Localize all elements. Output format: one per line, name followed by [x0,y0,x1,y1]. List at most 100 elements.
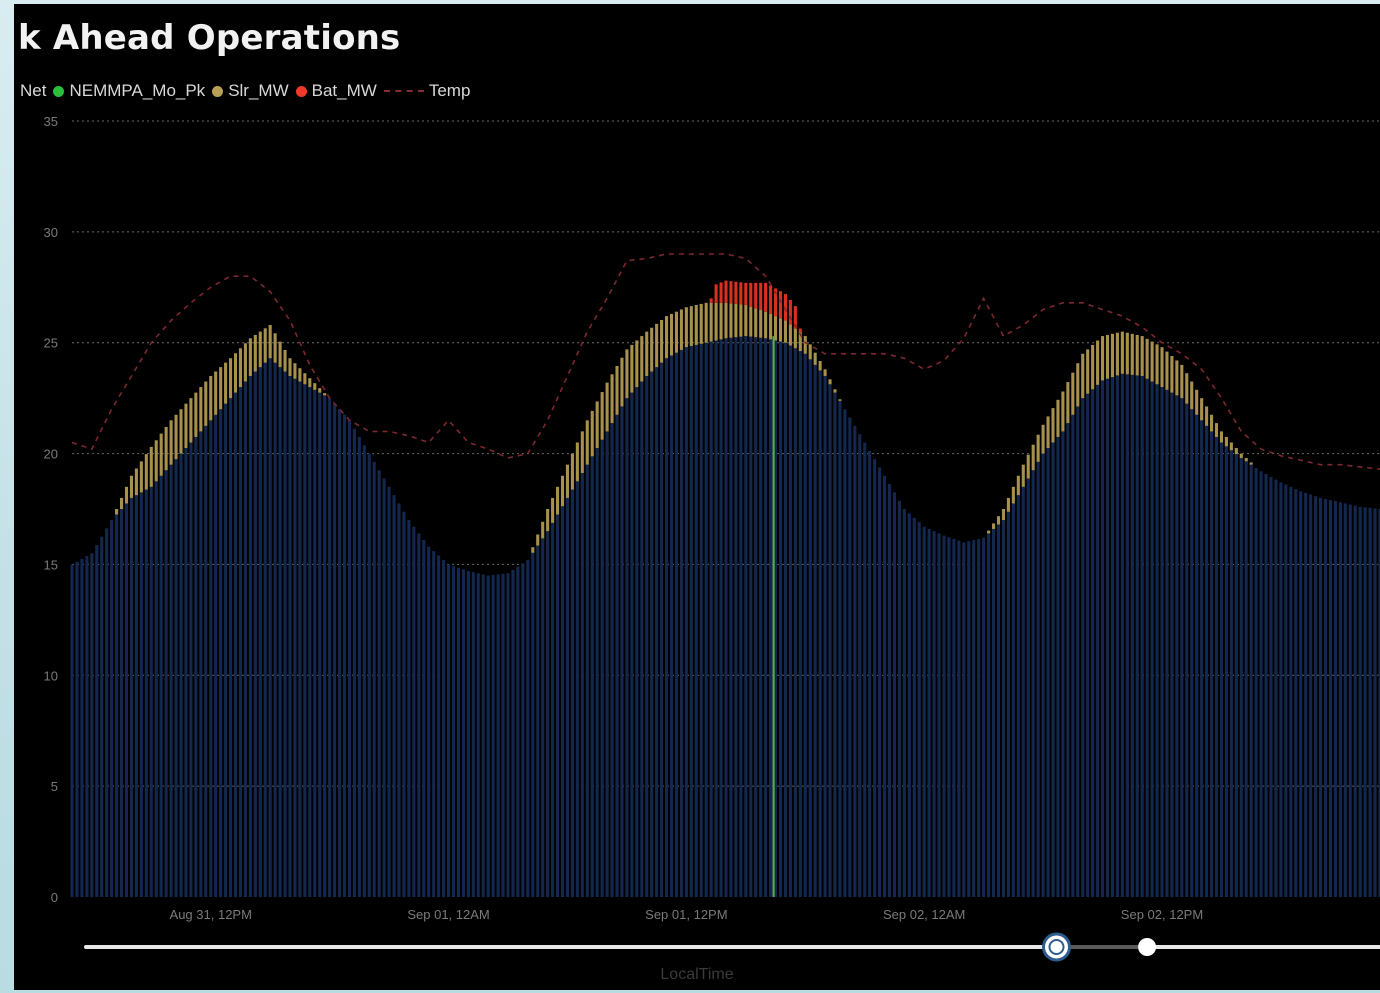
solar-bar [1091,344,1095,390]
net-bar [1269,476,1273,897]
net-bar [887,484,892,897]
net-bar [179,453,183,897]
net-bar [1076,406,1080,897]
solar-bar [590,410,594,457]
solar-bar [1210,414,1214,432]
net-bar [263,362,267,897]
net-bar [580,472,584,897]
solar-bar [724,302,728,339]
solar-bar [575,442,579,482]
battery-bar [764,282,768,312]
solar-bar [694,305,698,345]
solar-bar [551,497,555,523]
net-bar [159,475,163,897]
net-bar [937,533,941,897]
solar-bar [635,340,639,388]
net-bar [1041,453,1045,897]
net-bar [808,359,812,897]
solar-bar [1175,360,1179,396]
net-bar [793,348,797,897]
net-bar [570,489,574,897]
solar-bar [580,431,584,473]
solar-bar [179,409,183,454]
net-bar [1165,389,1169,897]
net-bar [1140,375,1144,897]
x-tick-label: Sep 01, 12PM [645,907,727,922]
net-bar [1200,420,1204,897]
net-bar [1259,471,1263,897]
net-bar [442,559,446,897]
net-bar [526,559,530,897]
net-bar [372,461,376,897]
solar-bar [303,373,307,385]
legend-item-nemmpa-mo-pk[interactable]: NEMMPA_Mo_Pk [53,81,205,101]
net-bar [952,538,956,897]
solar-bar [1086,349,1090,394]
net-bar [803,353,807,897]
battery-bar [778,291,783,319]
solar-bar [124,486,129,504]
x-axis-title: LocalTime [660,966,734,983]
solar-bar [615,365,619,415]
net-bar [471,572,475,897]
net-bar [1284,484,1288,897]
net-bar [323,395,327,897]
net-bar [90,553,94,897]
solar-bar [1214,423,1219,437]
net-bar [129,497,133,897]
net-bar [1338,502,1342,897]
net-bar [486,575,490,897]
net-bar [650,371,654,898]
net-bar [679,349,683,897]
net-bar [1264,474,1268,897]
net-bar [253,371,257,898]
solar-bar [154,440,158,482]
solar-bar [764,311,768,339]
legend-item-bat-mw[interactable]: Bat_MW [295,81,377,101]
net-bar [501,573,505,897]
solar-bar [169,420,173,465]
net-bar [258,367,262,897]
solar-bar [115,509,119,515]
net-bar [357,436,361,897]
solar-bar [1150,341,1154,382]
net-bar [1234,454,1238,897]
net-bar [382,478,386,897]
solar-bar [793,328,797,349]
battery-bar [714,284,718,303]
net-bar [80,558,84,897]
solar-bar [813,352,817,365]
solar-bar [209,375,213,421]
net-bar [1195,414,1199,897]
solar-bar [174,414,178,460]
legend-item-slr-mw[interactable]: Slr_MW [212,81,289,101]
solar-bar [283,349,287,372]
net-bar [922,526,926,897]
net-bar [169,464,173,897]
net-bar [1160,387,1164,897]
legend-item-temp[interactable]: Temp [383,81,470,101]
battery-bar [788,300,792,325]
solar-bar [655,323,659,368]
solar-bar [1160,347,1164,388]
solar-bar [1071,372,1075,415]
net-bar [858,434,862,897]
net-bar [1135,375,1139,898]
net-bar [1304,492,1308,897]
net-bar [1274,479,1278,897]
net-bar [447,564,451,897]
net-bar [764,338,768,897]
slider-end-handle[interactable] [1138,938,1157,956]
legend-item-net[interactable]: Net [20,81,46,101]
solar-bar [734,303,738,338]
net-bar [863,442,867,897]
solar-bar [823,369,827,376]
net-bar [481,574,485,897]
x-tick-label: Sep 01, 12AM [407,907,489,922]
net-bar [511,569,515,897]
net-bar [902,509,906,897]
battery-bar [719,282,723,303]
solar-bar [605,382,609,432]
net-bar [610,423,614,897]
net-bar [491,574,495,897]
